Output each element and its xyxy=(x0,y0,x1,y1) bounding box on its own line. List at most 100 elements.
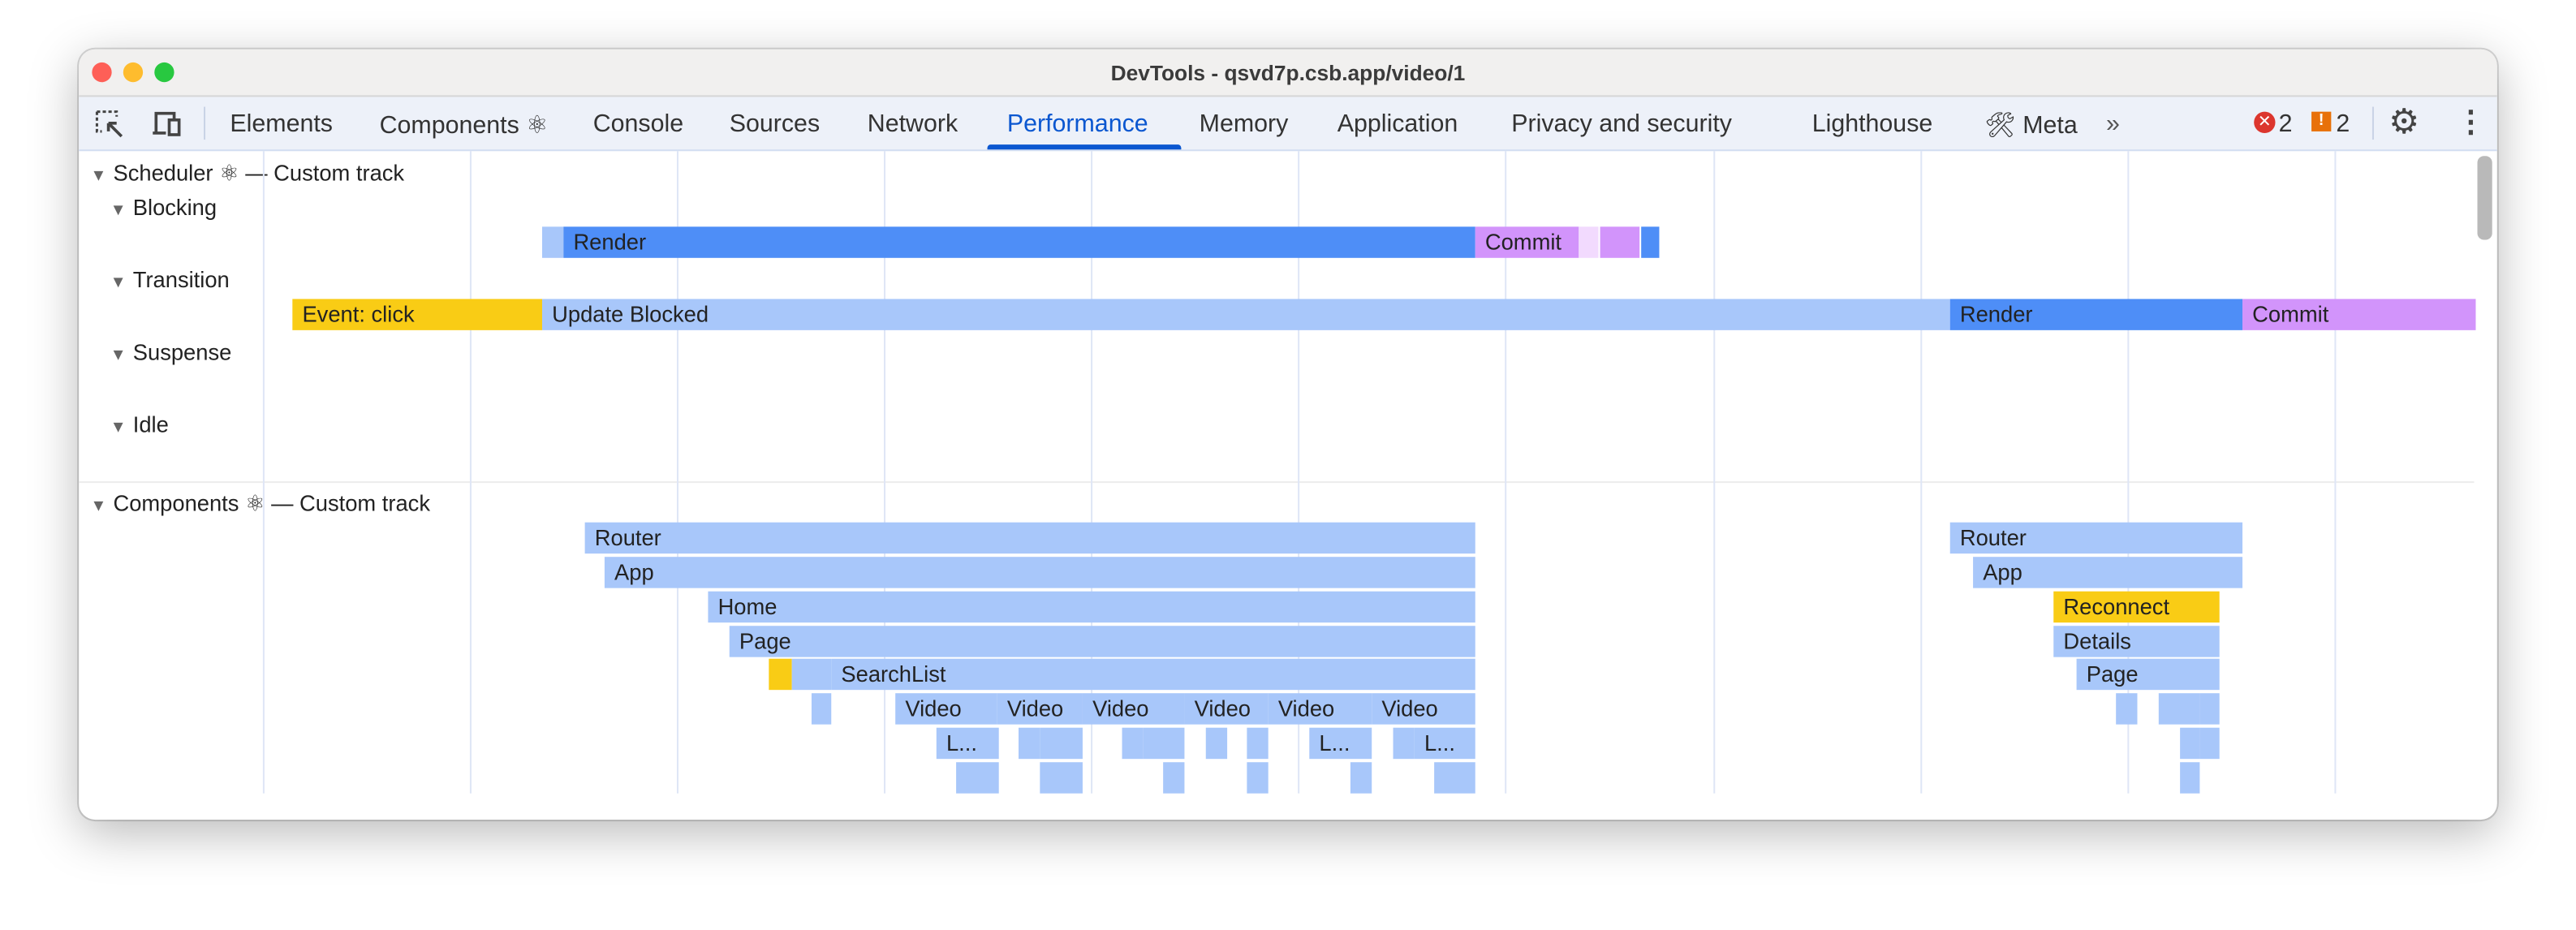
flame-bar[interactable] xyxy=(1143,727,1184,760)
flame-bar-reconnect[interactable]: Reconnect xyxy=(2053,591,2219,623)
time-gridline xyxy=(1920,151,1923,794)
close-button[interactable] xyxy=(92,62,112,83)
tab-performance[interactable]: Performance xyxy=(1006,110,1148,139)
flame-bar-app[interactable]: App xyxy=(1973,557,2242,588)
flame-bar-video[interactable]: Video xyxy=(1268,693,1372,725)
flame-bar-video[interactable]: Video xyxy=(895,693,997,725)
flame-bar-render[interactable]: Render xyxy=(1949,299,2242,330)
lane-label: Suspense xyxy=(132,340,232,365)
flame-bar[interactable] xyxy=(2180,727,2199,760)
lane-transition[interactable]: ▼ Transition xyxy=(110,268,230,292)
flame-bar[interactable] xyxy=(1019,727,1040,760)
warning-count[interactable]: 2 xyxy=(2336,110,2350,139)
flame-bar-render[interactable]: Render xyxy=(563,226,1475,258)
device-toolbar-icon[interactable] xyxy=(151,109,183,138)
flame-bar[interactable] xyxy=(1600,226,1639,258)
tab-application[interactable]: Application xyxy=(1337,110,1458,139)
flame-bar-searchlist[interactable]: SearchList xyxy=(831,658,1475,691)
inspect-element-icon[interactable] xyxy=(93,109,126,138)
time-gridline xyxy=(1505,151,1507,794)
flame-bar-l[interactable]: L... xyxy=(1414,727,1475,760)
lane-suspense[interactable]: ▼ Suspense xyxy=(110,340,232,364)
flame-bar[interactable] xyxy=(1205,727,1227,760)
flame-bar[interactable] xyxy=(2199,693,2219,725)
flame-bar-event[interactable]: Event: click xyxy=(292,299,541,330)
tab-sources[interactable]: Sources xyxy=(729,110,821,139)
flame-bar[interactable] xyxy=(2199,727,2219,760)
minimize-button[interactable] xyxy=(123,62,144,83)
flame-bar[interactable] xyxy=(1247,727,1268,760)
flame-bar-page[interactable]: Page xyxy=(729,626,1475,657)
tab-elements[interactable]: Elements xyxy=(230,110,333,139)
settings-gear-icon[interactable]: ⚙ xyxy=(2389,103,2420,142)
toolbar-divider xyxy=(2371,106,2374,140)
flame-bar-commit[interactable]: Commit xyxy=(1475,226,1579,258)
expand-triangle-icon: ▼ xyxy=(90,167,107,186)
more-options-icon[interactable]: ⋮ xyxy=(2456,105,2486,139)
time-gridline xyxy=(2334,151,2337,794)
devtools-toolbar: Elements Components ⚛ Console Sources Ne… xyxy=(79,97,2497,152)
flame-bar[interactable] xyxy=(1247,762,1268,794)
tab-console[interactable]: Console xyxy=(592,110,684,139)
error-count[interactable]: 2 xyxy=(2278,110,2293,139)
flame-bar[interactable] xyxy=(1163,762,1184,794)
flame-bar[interactable] xyxy=(2116,693,2137,725)
expand-triangle-icon: ▼ xyxy=(110,201,127,221)
time-gridline xyxy=(884,151,886,794)
tab-lighthouse[interactable]: Lighthouse xyxy=(1811,110,1933,139)
flame-bar-page[interactable]: Page xyxy=(2076,658,2219,691)
flame-bar-details[interactable]: Details xyxy=(2053,626,2219,657)
tab-memory[interactable]: Memory xyxy=(1199,110,1289,139)
flame-bar-video[interactable]: Video xyxy=(1082,693,1184,725)
flame-bar[interactable] xyxy=(1641,226,1659,258)
flame-bar[interactable] xyxy=(2158,693,2199,725)
maximize-button[interactable] xyxy=(154,62,174,83)
flame-bar[interactable] xyxy=(811,693,831,725)
flame-bar-router[interactable]: Router xyxy=(1949,522,2242,554)
flame-bar[interactable] xyxy=(2180,762,2199,794)
tools-icon: 🛠 xyxy=(1984,111,2016,140)
flame-bar[interactable] xyxy=(1122,727,1143,760)
scheduler-track-title: Scheduler ⚛ — Custom track xyxy=(113,161,405,186)
flame-bar[interactable] xyxy=(791,658,831,691)
flame-bar-blocked[interactable]: Update Blocked xyxy=(541,299,1949,330)
time-gridline xyxy=(469,151,472,794)
tab-components[interactable]: Components ⚛ xyxy=(379,111,549,140)
expand-triangle-icon: ▼ xyxy=(110,419,127,437)
flame-bar-home[interactable]: Home xyxy=(708,591,1475,623)
flame-bar-video[interactable]: Video xyxy=(997,693,1082,725)
expand-triangle-icon: ▼ xyxy=(110,347,127,365)
tab-privacy-security[interactable]: Privacy and security xyxy=(1511,110,1732,139)
flame-bar[interactable] xyxy=(1040,762,1082,794)
flame-bar-app[interactable]: App xyxy=(604,557,1475,588)
flame-bar-commit[interactable]: Commit xyxy=(2242,299,2475,330)
flame-bar-l[interactable]: L... xyxy=(936,727,998,760)
flame-bar-router[interactable]: Router xyxy=(584,522,1475,554)
flame-bar[interactable] xyxy=(956,762,998,794)
time-gridline xyxy=(1713,151,1716,794)
flame-bar-video[interactable]: Video xyxy=(1184,693,1268,725)
flame-bar[interactable] xyxy=(769,658,791,691)
more-tabs-button[interactable]: » xyxy=(2106,110,2120,139)
flame-bar[interactable] xyxy=(541,226,563,258)
flame-bar-video[interactable]: Video xyxy=(1372,693,1475,725)
flame-bar-l[interactable]: L... xyxy=(1309,727,1372,760)
lane-idle[interactable]: ▼ Idle xyxy=(110,412,169,437)
vertical-scrollbar[interactable] xyxy=(2477,156,2492,240)
warning-icon[interactable]: ! xyxy=(2311,111,2332,131)
lane-label: Idle xyxy=(132,412,169,437)
tab-meta[interactable]: 🛠 Meta xyxy=(1984,110,2078,140)
time-gridline xyxy=(1091,151,1093,794)
performance-timeline[interactable]: ▼ Scheduler ⚛ — Custom track ▼ Blocking ▼ T… xyxy=(79,151,2497,820)
flame-bar[interactable] xyxy=(1040,727,1082,760)
scheduler-track-header[interactable]: ▼ Scheduler ⚛ — Custom track xyxy=(90,161,404,187)
error-icon[interactable]: ✕ xyxy=(2254,111,2276,133)
components-track-header[interactable]: ▼ Components ⚛ — Custom track xyxy=(90,491,430,517)
flame-bar[interactable] xyxy=(1434,762,1475,794)
time-gridline xyxy=(2127,151,2130,794)
flame-bar[interactable] xyxy=(1393,727,1414,760)
tab-network[interactable]: Network xyxy=(867,110,958,139)
flame-bar[interactable] xyxy=(1350,762,1372,794)
flame-bar[interactable] xyxy=(1579,226,1598,258)
lane-blocking[interactable]: ▼ Blocking xyxy=(110,196,217,220)
